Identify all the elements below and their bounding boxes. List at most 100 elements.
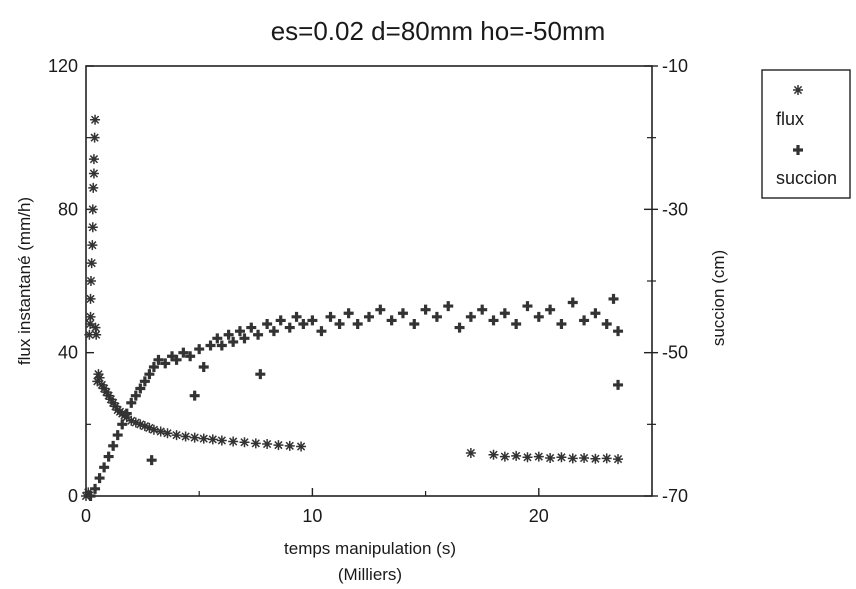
flux-point <box>90 114 101 125</box>
x-axis-label: temps manipulation (s) <box>284 539 456 558</box>
legend-box <box>761 69 851 199</box>
flux-point <box>108 397 119 408</box>
succion-point <box>246 322 257 333</box>
flux-point <box>94 372 105 383</box>
flux-point <box>85 293 96 304</box>
flux-point <box>601 453 612 464</box>
succion-point <box>608 293 619 304</box>
succion-point <box>477 304 488 315</box>
succion-point <box>590 308 601 319</box>
right-tick-label: -70 <box>662 486 688 506</box>
flux-point <box>87 222 98 233</box>
succion-point <box>431 311 442 322</box>
right-tick-label: -30 <box>662 199 688 219</box>
succion-point <box>185 351 196 362</box>
flux-point <box>86 258 97 269</box>
succion-point <box>135 383 146 394</box>
flux-point <box>92 376 103 387</box>
succion-point <box>443 301 454 312</box>
left-tick-label: 80 <box>58 199 78 219</box>
succion-point <box>255 369 266 380</box>
succion-point <box>212 333 223 344</box>
legend-succion-marker <box>793 145 803 155</box>
flux-point <box>101 387 112 398</box>
flux-point <box>262 439 273 450</box>
flux-point <box>171 430 182 441</box>
flux-point <box>88 182 99 193</box>
flux-point <box>110 401 121 412</box>
flux-point <box>88 154 99 165</box>
flux-point <box>567 453 578 464</box>
succion-point <box>601 319 612 329</box>
succion-point <box>194 344 205 355</box>
flux-point <box>180 431 191 442</box>
chart-title: es=0.02 d=80mm ho=-50mm <box>271 16 606 46</box>
succion-point <box>307 315 318 326</box>
legend-marker-succion <box>793 145 803 155</box>
flux-point <box>522 452 533 463</box>
succion-point <box>94 473 105 484</box>
flux-point <box>88 168 99 179</box>
flux-point <box>465 448 476 458</box>
succion-point <box>499 308 510 319</box>
succion-point <box>556 319 567 329</box>
succion-point <box>409 319 420 329</box>
succion-point <box>117 419 128 430</box>
left-tick-label: 120 <box>48 56 78 76</box>
succion-point <box>144 369 155 380</box>
flux-point <box>533 451 544 462</box>
succion-point <box>325 311 336 322</box>
x-axis-sublabel: (Milliers) <box>338 565 402 584</box>
flux-point <box>87 204 98 215</box>
x-tick-label: 10 <box>302 506 322 526</box>
flux-point <box>250 438 261 449</box>
succion-point <box>178 347 189 358</box>
x-tick-label: 0 <box>81 506 91 526</box>
succion-point <box>126 397 137 408</box>
succion-point <box>216 340 227 351</box>
flux-point <box>105 394 116 405</box>
flux-point <box>96 379 107 390</box>
succion-point <box>465 311 476 322</box>
flux-point <box>84 329 95 340</box>
flux-point <box>126 415 137 426</box>
succion-point <box>234 326 245 337</box>
flux-point <box>499 451 510 462</box>
right-tick-label: -10 <box>662 56 688 76</box>
flux-point <box>613 454 624 465</box>
succion-point <box>488 315 499 326</box>
flux-point <box>103 390 114 401</box>
flux-point <box>99 383 110 394</box>
flux-point <box>239 437 250 448</box>
succion-point <box>334 319 345 329</box>
flux-point <box>91 329 102 340</box>
succion-point <box>268 326 279 337</box>
succion-point <box>253 329 264 340</box>
succion-point <box>316 326 327 337</box>
flux-point <box>198 433 209 444</box>
succion-point <box>522 301 533 312</box>
succion-point <box>171 354 182 365</box>
flux-point <box>135 419 146 430</box>
flux-point <box>545 453 556 464</box>
flux-point <box>511 450 522 461</box>
succion-point <box>275 315 286 326</box>
legend-label-succion: succion <box>776 168 837 188</box>
flux-point <box>130 417 141 428</box>
succion-point <box>85 491 96 501</box>
left-tick-label: 0 <box>68 486 78 506</box>
succion-point <box>108 440 119 451</box>
flux-point <box>148 424 159 435</box>
succion-point <box>103 451 114 462</box>
flux-point <box>488 449 499 460</box>
succion-point <box>364 311 374 322</box>
succion-point <box>262 319 273 329</box>
flux-point <box>85 276 96 286</box>
plot-frame <box>85 65 653 497</box>
succion-point <box>352 319 363 329</box>
legend-label-flux: flux <box>776 109 804 129</box>
succion-point <box>375 304 386 315</box>
flux-point <box>85 311 96 322</box>
succion-point <box>223 329 234 340</box>
succion-point <box>148 362 159 372</box>
